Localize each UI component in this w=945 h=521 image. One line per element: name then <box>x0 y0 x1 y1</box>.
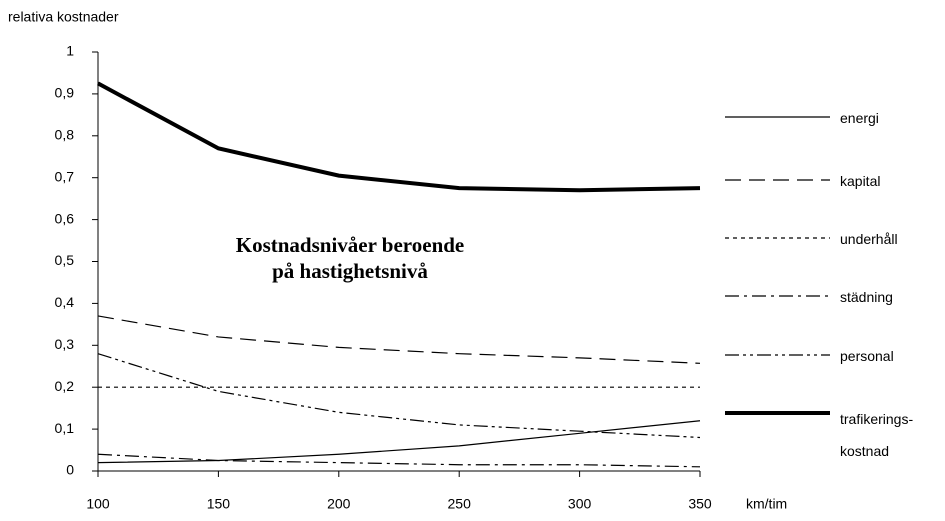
x-tick-label: 300 <box>568 496 592 512</box>
x-tick-label: 200 <box>327 496 351 512</box>
series-line <box>97 81 701 193</box>
legend-label: städning <box>840 289 893 305</box>
legend-label: trafikerings- kostnad <box>840 411 914 459</box>
series-line <box>97 315 701 364</box>
x-tick-label: 250 <box>448 496 472 512</box>
y-tick-label: 0,6 <box>55 210 75 226</box>
y-tick-label: 0 <box>66 462 74 478</box>
series-line <box>97 353 701 439</box>
chart-title: Kostnadsnivåer beroende på hastighetsniv… <box>235 233 465 283</box>
x-tick-label: 350 <box>688 496 712 512</box>
y-tick-label: 0,3 <box>55 336 75 352</box>
legend-label: kapital <box>840 173 881 189</box>
y-tick-label: 0,8 <box>55 127 75 143</box>
y-tick-label: 1 <box>66 43 74 59</box>
series-line <box>97 420 701 464</box>
y-axis-label: relativa kostnader <box>8 9 119 25</box>
y-tick-label: 0,4 <box>55 294 75 310</box>
y-tick-label: 0,9 <box>55 85 75 101</box>
x-tick-label: 150 <box>207 496 231 512</box>
x-tick-label: 100 <box>86 496 110 512</box>
legend-label: underhåll <box>840 231 898 247</box>
y-tick-label: 0,5 <box>55 252 75 268</box>
legend-label: personal <box>840 348 894 364</box>
y-tick-label: 0,7 <box>55 168 75 184</box>
legend-label: energi <box>840 110 879 126</box>
series-line <box>97 453 701 468</box>
x-axis-label: km/tim <box>746 496 787 512</box>
y-tick-label: 0,1 <box>55 420 75 436</box>
y-tick-label: 0,2 <box>55 378 75 394</box>
